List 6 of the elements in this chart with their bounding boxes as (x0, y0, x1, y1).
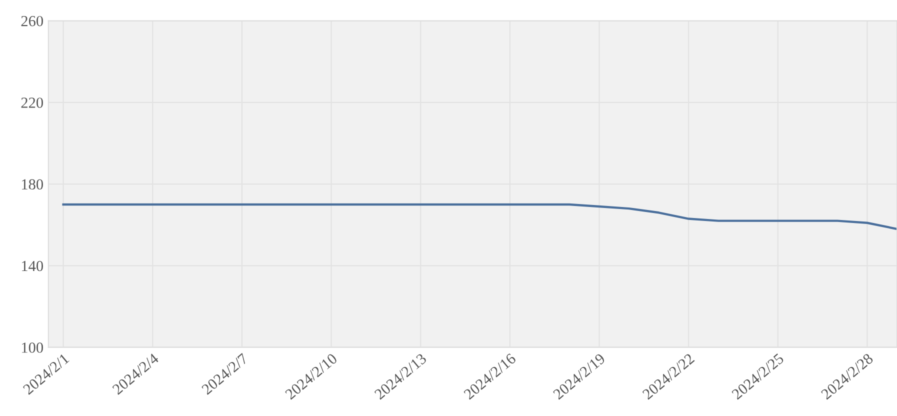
y-tick-label: 260 (21, 16, 43, 26)
y-tick-label: 100 (22, 342, 43, 353)
y-tick-label: 140 (22, 260, 43, 272)
y-tick-label: 180 (22, 179, 43, 190)
line-series (62, 203, 897, 230)
y-tick-label: 220 (21, 98, 43, 108)
